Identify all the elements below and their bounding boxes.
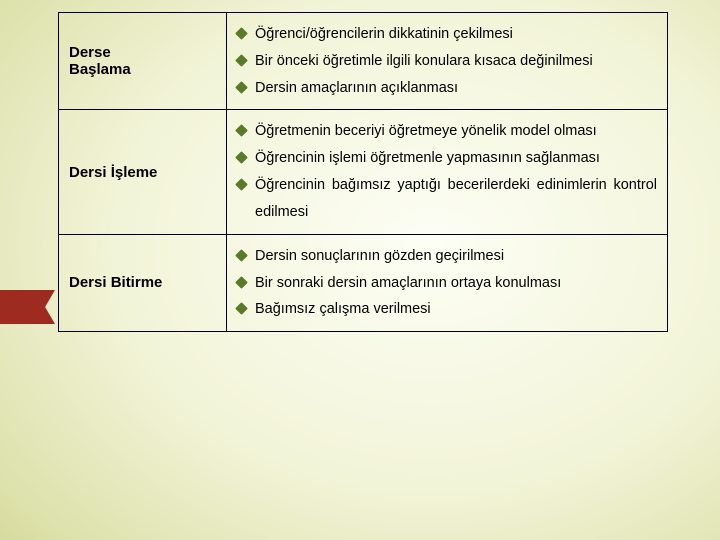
list-item: Dersin sonuçlarının gözden geçirilmesi bbox=[233, 243, 657, 270]
table-row: Derse Başlama Öğrenci/öğrencilerin dikka… bbox=[59, 13, 668, 110]
table-body: Derse Başlama Öğrenci/öğrencilerin dikka… bbox=[59, 13, 668, 332]
phase-content-cell: Öğrenci/öğrencilerin dikkatinin çekilmes… bbox=[227, 13, 668, 110]
accent-ribbon bbox=[0, 290, 55, 324]
phase-label-line: Derse bbox=[69, 44, 226, 61]
phase-label-line: Dersi Bitirme bbox=[69, 274, 226, 291]
list-item: Öğretmenin beceriyi öğretmeye yönelik mo… bbox=[233, 118, 657, 145]
phase-label-cell: Derse Başlama bbox=[59, 13, 227, 110]
phase-content-cell: Dersin sonuçlarının gözden geçirilmesi B… bbox=[227, 234, 668, 331]
table-row: Dersi Bitirme Dersin sonuçlarının gözden… bbox=[59, 234, 668, 331]
list-item: Öğrenci/öğrencilerin dikkatinin çekilmes… bbox=[233, 21, 657, 48]
bullet-list: Dersin sonuçlarının gözden geçirilmesi B… bbox=[233, 243, 657, 323]
phase-label-line: Başlama bbox=[69, 61, 226, 78]
list-item: Öğrencinin bağımsız yaptığı becerilerdek… bbox=[233, 172, 657, 226]
phase-label-cell: Dersi Bitirme bbox=[59, 234, 227, 331]
lesson-phases-table: Derse Başlama Öğrenci/öğrencilerin dikka… bbox=[58, 12, 668, 332]
bullet-list: Öğrenci/öğrencilerin dikkatinin çekilmes… bbox=[233, 21, 657, 101]
list-item: Bağımsız çalışma verilmesi bbox=[233, 296, 657, 323]
table-row: Dersi İşleme Öğretmenin beceriyi öğretme… bbox=[59, 110, 668, 234]
phase-label-line: Dersi İşleme bbox=[69, 164, 226, 181]
list-item: Dersin amaçlarının açıklanması bbox=[233, 75, 657, 102]
bullet-list: Öğretmenin beceriyi öğretmeye yönelik mo… bbox=[233, 118, 657, 225]
list-item: Bir önceki öğretimle ilgili konulara kıs… bbox=[233, 48, 657, 75]
phase-content-cell: Öğretmenin beceriyi öğretmeye yönelik mo… bbox=[227, 110, 668, 234]
list-item: Bir sonraki dersin amaçlarının ortaya ko… bbox=[233, 270, 657, 297]
phase-label-cell: Dersi İşleme bbox=[59, 110, 227, 234]
list-item: Öğrencinin işlemi öğretmenle yapmasının … bbox=[233, 145, 657, 172]
